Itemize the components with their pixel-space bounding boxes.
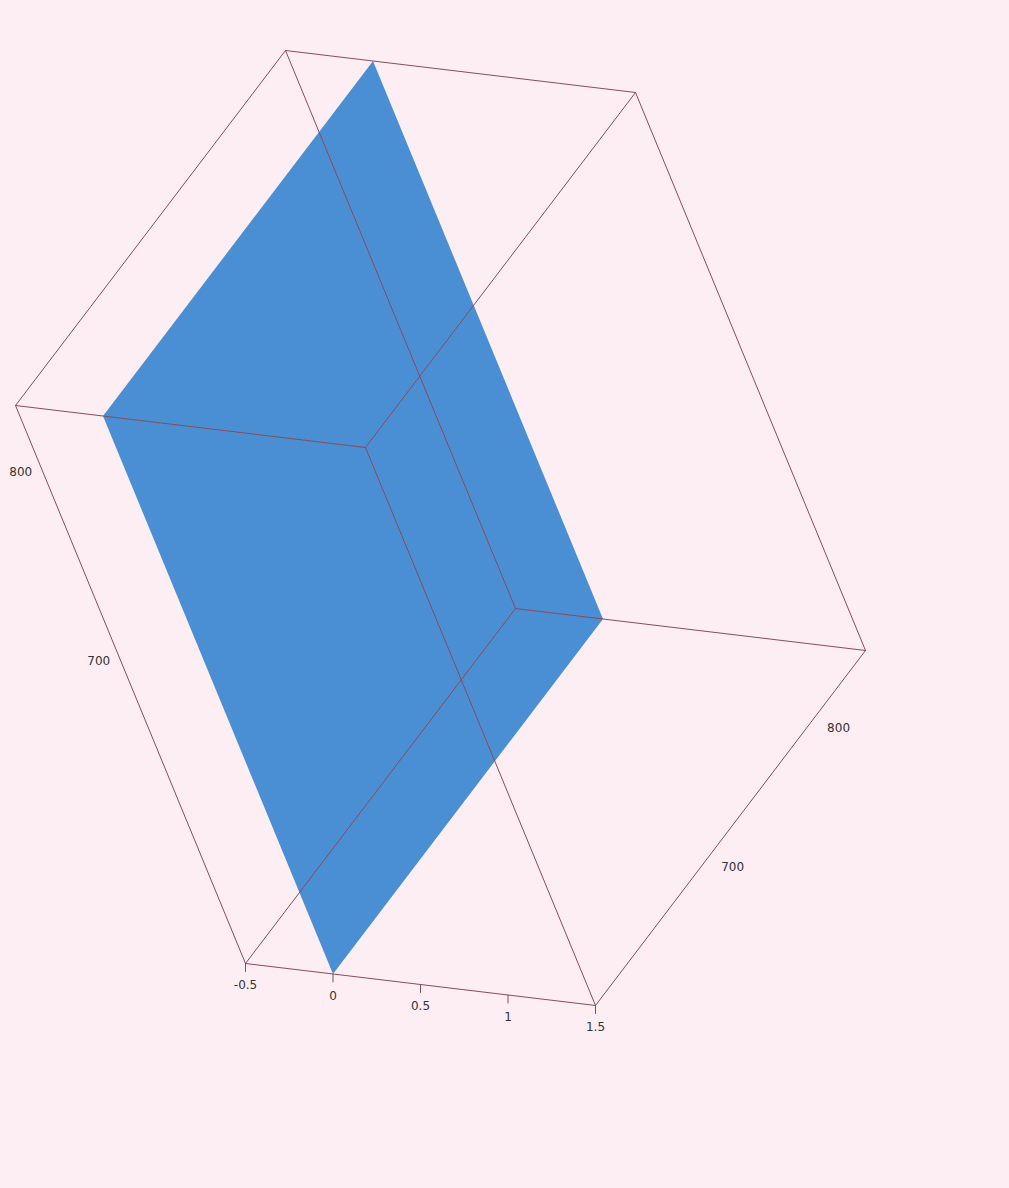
svg-text:0.5: 0.5: [411, 999, 430, 1013]
svg-text:0: 0: [329, 989, 337, 1003]
svg-text:700: 700: [721, 860, 744, 874]
svg-text:1: 1: [504, 1010, 512, 1024]
svg-text:1.5: 1.5: [586, 1020, 605, 1034]
svg-text:-0.5: -0.5: [234, 978, 257, 992]
svg-text:800: 800: [9, 465, 32, 479]
svg-text:700: 700: [87, 654, 110, 668]
svg-text:800: 800: [827, 721, 850, 735]
